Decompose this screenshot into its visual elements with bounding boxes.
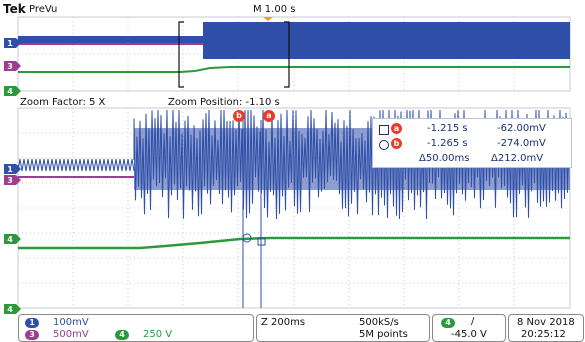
time-readout: 20:25:12	[521, 329, 566, 340]
brand-logo: Tek	[3, 2, 26, 16]
cursor-a-time: -1.215 s	[427, 123, 468, 134]
cursor-b-badge: b	[391, 138, 402, 149]
ch1-pill: 1	[25, 318, 39, 328]
trigger-channel-pill: 4	[441, 318, 455, 328]
overview-ch1-trace-burst	[203, 22, 570, 59]
ch3-pill: 3	[25, 330, 39, 340]
zoom-ch4-marker[interactable]: 4	[4, 234, 21, 244]
datetime-panel: 8 Nov 2018 20:25:12	[508, 314, 584, 342]
sample-rate: 500kS/s	[359, 317, 399, 328]
trigger-level: -45.0 V	[451, 329, 487, 340]
date-readout: 8 Nov 2018	[517, 317, 575, 328]
square-icon	[379, 125, 389, 135]
zoom-bracket-right	[284, 21, 290, 88]
cursor-a-volt: -62.00mV	[497, 123, 546, 134]
circle-icon	[379, 140, 389, 150]
trigger-settings-panel[interactable]: 4 / -45.0 V	[432, 314, 506, 342]
zoom-bracket-left	[178, 21, 184, 88]
cursor-a-badge: a	[391, 123, 402, 134]
cursor-b-volt: -274.0mV	[497, 138, 546, 149]
status-bar: 1 100mV 3 500mV 4 250 V Z 200ms 500kS/s …	[18, 314, 584, 342]
cursor-readout-panel: a -1.215 s -62.00mV b -1.265 s -274.0mV …	[372, 118, 572, 168]
zoom-ch4-trace	[18, 236, 570, 250]
cursor-delta-time: Δ50.00ms	[419, 153, 470, 164]
trigger-position-marker	[263, 17, 273, 21]
cursor-delta-row: Δ50.00ms Δ212.0mV	[373, 152, 571, 166]
overview-ch4-marker[interactable]: 4	[4, 86, 21, 96]
horizontal-settings-panel[interactable]: Z 200ms 500kS/s 5M points	[256, 314, 430, 342]
cursor-a-row: a -1.215 s -62.00mV	[373, 122, 571, 136]
record-length: 5M points	[359, 329, 408, 340]
ch3-scale: 500mV	[53, 329, 89, 340]
cursor-delta-volt: Δ212.0mV	[491, 153, 544, 164]
zoom-position-readout: Zoom Position: -1.10 s	[168, 97, 280, 108]
ch4-pill: 4	[115, 330, 129, 340]
ch1-scale: 100mV	[53, 317, 89, 328]
zoom-ch4-bottom-marker[interactable]: 4	[4, 304, 21, 314]
zoom-ch1-marker[interactable]: 1	[4, 164, 21, 174]
zoom-factor-readout: Zoom Factor: 5 X	[20, 97, 106, 108]
acquisition-mode: PreVu	[29, 4, 58, 15]
cursor-b-handle[interactable]: b	[233, 110, 245, 122]
timebase-readout: M 1.00 s	[253, 4, 296, 15]
cursor-b-time: -1.265 s	[427, 138, 468, 149]
overview-ch1-trace-quiet	[18, 36, 203, 45]
cursor-b-crosshair	[242, 233, 252, 243]
ch4-scale: 250 V	[143, 329, 173, 340]
cursor-b-row: b -1.265 s -274.0mV	[373, 137, 571, 151]
overview-ch3-marker[interactable]: 3	[4, 61, 21, 71]
cursor-a-crosshair	[257, 237, 266, 246]
zoom-ch3-marker[interactable]: 3	[4, 175, 21, 185]
overview-ch4-trace	[18, 66, 570, 73]
overview-ch1-marker[interactable]: 1	[4, 38, 21, 48]
vertical-settings-panel[interactable]: 1 100mV 3 500mV 4 250 V	[18, 314, 254, 342]
trigger-slope-icon: /	[471, 316, 475, 327]
cursor-a-handle[interactable]: a	[263, 110, 275, 122]
zoom-scale: Z 200ms	[261, 317, 306, 328]
